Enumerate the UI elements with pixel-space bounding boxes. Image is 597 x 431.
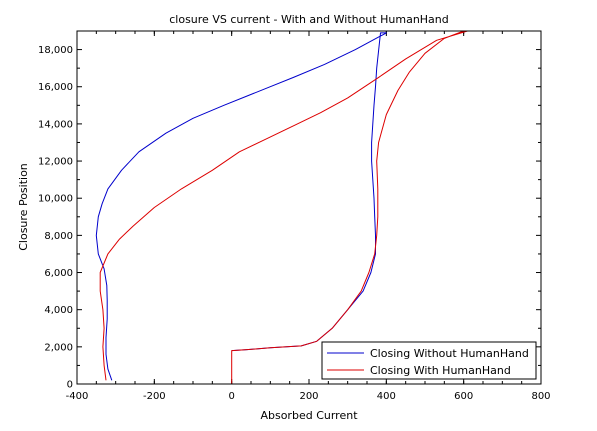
x-axis-label: Absorbed Current bbox=[260, 409, 358, 422]
y-tick-label: 2,000 bbox=[44, 342, 73, 353]
legend-label-with-humanhand: Closing With HumanHand bbox=[370, 364, 511, 377]
y-tick-label: 6,000 bbox=[44, 268, 73, 279]
legend: Closing Without HumanHand Closing With H… bbox=[322, 342, 536, 379]
x-tick-label: -400 bbox=[66, 391, 89, 402]
x-tick-label: 200 bbox=[299, 391, 318, 402]
y-tick-label: 10,000 bbox=[38, 194, 73, 205]
x-tick-label: -200 bbox=[143, 391, 166, 402]
y-tick-label: 8,000 bbox=[44, 231, 73, 242]
y-tick-label: 12,000 bbox=[38, 157, 73, 168]
y-axis-label: Closure Position bbox=[17, 163, 30, 251]
y-tick-label: 4,000 bbox=[44, 305, 73, 316]
x-tick-label: 400 bbox=[377, 391, 396, 402]
x-tick-label: 600 bbox=[454, 391, 473, 402]
legend-label-without-humanhand: Closing Without HumanHand bbox=[370, 347, 529, 360]
y-tick-label: 14,000 bbox=[38, 119, 73, 130]
x-tick-label: 0 bbox=[228, 391, 234, 402]
y-tick-label: 0 bbox=[67, 380, 73, 391]
y-tick-label: 16,000 bbox=[38, 82, 73, 93]
y-tick-label: 18,000 bbox=[38, 45, 73, 56]
chart-title: closure VS current - With and Without Hu… bbox=[169, 13, 449, 26]
x-tick-label: 800 bbox=[531, 391, 550, 402]
